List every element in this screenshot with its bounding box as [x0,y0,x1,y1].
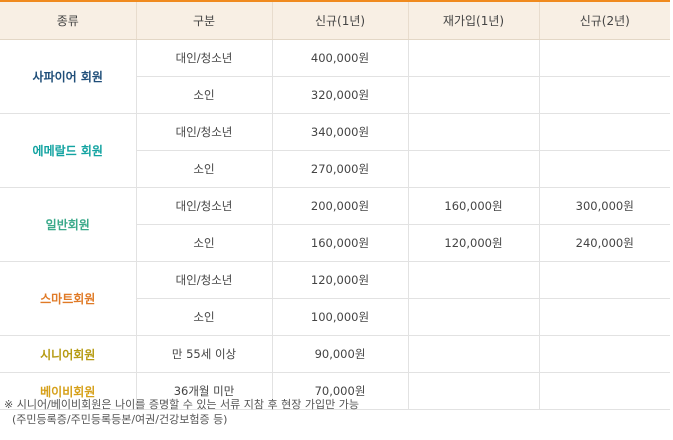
cell-new1: 200,000원 [271,187,408,225]
cell-new2 [538,298,670,336]
cell-re1 [407,335,539,373]
cell-new2: 300,000원 [538,187,670,225]
cell-category: 대인/청소년 [135,187,272,225]
cell-category: 대인/청소년 [135,39,272,77]
footnote-line-1: ※ 시니어/베이비회원은 나이를 증명할 수 있는 서류 지참 후 현장 가입만… [4,398,359,411]
footnote: ※ 시니어/베이비회원은 나이를 증명할 수 있는 서류 지참 후 현장 가입만… [4,397,359,427]
cell-category: 소인 [135,224,272,262]
membership-fee-table: 종류 구분 신규(1년) 재가입(1년) 신규(2년) 사파이어 회원 대인/청… [0,0,670,410]
header-renew-1year: 재가입(1년) [407,0,539,40]
footnote-line-2: (주민등록증/주민등록등본/여권/건강보험증 등) [12,413,228,426]
header-new-2year: 신규(2년) [538,0,670,40]
cell-new1: 120,000원 [271,261,408,299]
cell-re1: 160,000원 [407,187,539,225]
table-row: 소인 320,000원 [0,76,670,114]
cell-new2: 240,000원 [538,224,670,262]
cell-category: 소인 [135,298,272,336]
cell-new2 [538,372,670,410]
table-row: 시니어회원 만 55세 이상 90,000원 [0,335,670,373]
cell-category: 소인 [135,76,272,114]
header-new-1year: 신규(1년) [271,0,408,40]
cell-new1: 320,000원 [271,76,408,114]
cell-category: 36개월 미만 [135,372,272,410]
table-row: 소인 270,000원 [0,150,670,188]
cell-category: 대인/청소년 [135,113,272,151]
cell-category: 대인/청소년 [135,261,272,299]
cell-re1: 120,000원 [407,224,539,262]
cell-re1 [407,76,539,114]
cell-re1 [407,298,539,336]
cell-re1 [407,372,539,410]
cell-new2 [538,113,670,151]
table-row: 일반회원 대인/청소년 200,000원 160,000원 300,000원 [0,187,670,262]
cell-re1 [407,150,539,188]
type-sapphire: 사파이어 회원 [0,39,136,114]
type-senior: 시니어회원 [0,335,136,373]
cell-new1: 340,000원 [271,113,408,151]
table-row: 베이비회원 36개월 미만 70,000원 [0,372,670,410]
cell-new1: 90,000원 [271,335,408,373]
cell-category: 소인 [135,150,272,188]
table-row: 소인 160,000원 120,000원 240,000원 [0,224,670,262]
cell-new2 [538,335,670,373]
cell-new1: 270,000원 [271,150,408,188]
table-row: 스마트회원 대인/청소년 120,000원 [0,261,670,336]
cell-re1 [407,113,539,151]
header-category: 구분 [135,0,272,40]
type-emerald: 에메랄드 회원 [0,113,136,188]
cell-category: 만 55세 이상 [135,335,272,373]
cell-re1 [407,39,539,77]
cell-new2 [538,76,670,114]
cell-new1: 100,000원 [271,298,408,336]
table-header-row: 종류 구분 신규(1년) 재가입(1년) 신규(2년) [0,0,670,40]
type-baby: 베이비회원 [0,372,136,410]
header-type: 종류 [0,0,136,40]
type-general: 일반회원 [0,187,136,262]
table-row: 사파이어 회원 대인/청소년 400,000원 [0,39,670,114]
cell-new1: 400,000원 [271,39,408,77]
table-row: 소인 100,000원 [0,298,670,336]
table-row: 에메랄드 회원 대인/청소년 340,000원 [0,113,670,188]
cell-new1: 70,000원 [271,372,408,410]
cell-new2 [538,39,670,77]
cell-new2 [538,150,670,188]
type-smart: 스마트회원 [0,261,136,336]
cell-re1 [407,261,539,299]
cell-new2 [538,261,670,299]
cell-new1: 160,000원 [271,224,408,262]
